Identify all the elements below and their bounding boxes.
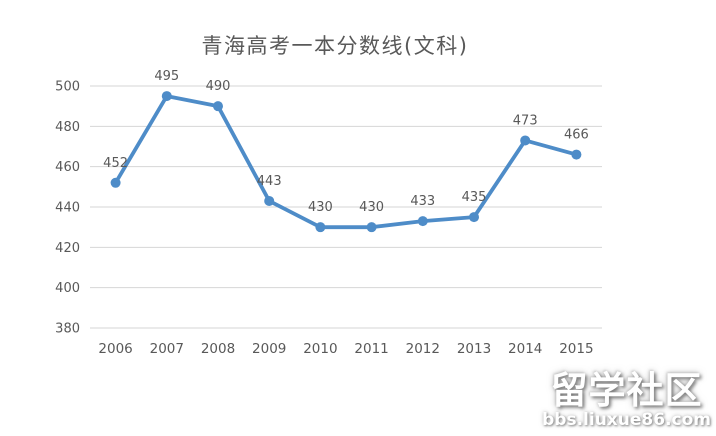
data-point-marker <box>213 101 223 112</box>
data-label: 490 <box>206 79 231 94</box>
x-axis-tick-label: 2011 <box>354 341 388 357</box>
y-axis-tick-label: 460 <box>55 160 80 175</box>
data-point-marker <box>264 195 275 206</box>
x-axis-tick-label: 2009 <box>252 341 286 357</box>
y-axis-tick-label: 440 <box>55 201 80 216</box>
data-point-marker <box>366 222 377 233</box>
data-point-marker <box>520 135 531 146</box>
watermark-url-text: bbs.liuxue86.com <box>542 410 711 431</box>
x-axis-tick-label: 2006 <box>98 341 132 357</box>
x-axis-tick-label: 2008 <box>201 341 235 357</box>
data-point-marker <box>161 91 172 102</box>
y-axis-tick-label: 500 <box>55 80 80 95</box>
y-axis-tick-label: 380 <box>55 322 80 337</box>
series-line <box>113 94 579 230</box>
data-label: 473 <box>513 113 538 128</box>
data-label: 430 <box>308 200 333 215</box>
data-point-marker <box>571 149 582 160</box>
watermark-brand-text: 留学社区 <box>550 369 703 413</box>
x-axis-tick-label: 2014 <box>508 341 542 357</box>
data-point-marker <box>110 177 121 188</box>
data-label: 452 <box>103 156 128 171</box>
data-label: 466 <box>564 128 589 143</box>
x-axis-tick-label: 2007 <box>150 341 184 357</box>
x-axis-tick-label: 2012 <box>406 341 440 357</box>
data-label: 435 <box>462 190 487 205</box>
chart-title: 青海高考一本分数线(文科) <box>201 34 469 58</box>
data-point-marker <box>315 222 326 233</box>
data-label: 433 <box>410 194 435 209</box>
x-axis-tick-label: 2015 <box>559 341 593 357</box>
y-axis-tick-label: 420 <box>55 241 80 256</box>
data-point-marker <box>469 212 479 223</box>
data-label: 443 <box>257 174 282 189</box>
data-point-marker <box>417 216 428 227</box>
data-label: 430 <box>359 200 384 215</box>
y-axis-tick-label: 480 <box>55 120 80 135</box>
watermark: 留学社区 bbs.liuxue86.com <box>542 369 711 431</box>
x-axis-tick-label: 2013 <box>457 341 491 357</box>
data-label: 495 <box>154 69 179 84</box>
x-axis-tick-label: 2010 <box>303 341 337 357</box>
y-axis-tick-label: 400 <box>55 281 80 296</box>
